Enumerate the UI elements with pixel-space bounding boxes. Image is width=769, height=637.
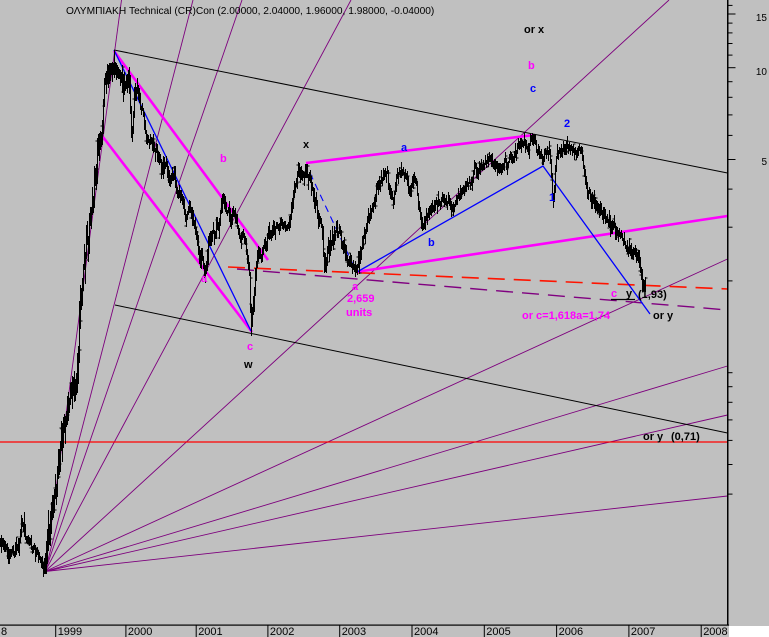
svg-text:2004: 2004 (414, 626, 438, 637)
svg-text:1999: 1999 (58, 626, 82, 637)
svg-text:b: b (528, 60, 535, 72)
svg-text:8: 8 (1, 626, 7, 637)
svg-text:b: b (220, 153, 227, 165)
svg-text:2,659: 2,659 (347, 293, 375, 305)
svg-text:2: 2 (564, 118, 570, 130)
svg-text:2000: 2000 (128, 626, 152, 637)
svg-text:c: c (611, 288, 617, 300)
svg-text:2006: 2006 (559, 626, 583, 637)
svg-text:b: b (428, 237, 435, 249)
svg-text:or c=1,618a=1,74: or c=1,618a=1,74 (522, 310, 611, 322)
svg-text:y: y (626, 288, 633, 300)
svg-text:(1,93): (1,93) (638, 289, 667, 301)
svg-text:2002: 2002 (270, 626, 294, 637)
svg-text:2005: 2005 (486, 626, 510, 637)
svg-text:(0,71): (0,71) (671, 431, 700, 443)
svg-text:c: c (530, 83, 536, 95)
svg-text:10: 10 (756, 67, 768, 78)
svg-text:w: w (243, 359, 253, 371)
svg-text:c: c (247, 341, 253, 353)
svg-text:or y: or y (643, 431, 664, 443)
svg-text:1: 1 (549, 192, 555, 204)
svg-text:a: a (352, 281, 359, 293)
svg-text:2003: 2003 (342, 626, 366, 637)
svg-text:2008: 2008 (703, 626, 727, 637)
svg-text:2007: 2007 (631, 626, 655, 637)
svg-text:15: 15 (756, 13, 768, 24)
svg-text:units: units (346, 307, 372, 319)
svg-text:ΟΛΥΜΠΙΑΚΗ Technical (CR)Con (2: ΟΛΥΜΠΙΑΚΗ Technical (CR)Con (2.00000, 2.… (66, 6, 434, 17)
svg-text:a: a (201, 273, 208, 285)
svg-text:2001: 2001 (198, 626, 222, 637)
svg-text:x: x (303, 139, 310, 151)
svg-text:or x: or x (524, 24, 545, 36)
svg-text:5: 5 (761, 157, 767, 168)
svg-text:a: a (401, 142, 408, 154)
svg-text:or y: or y (653, 310, 674, 322)
